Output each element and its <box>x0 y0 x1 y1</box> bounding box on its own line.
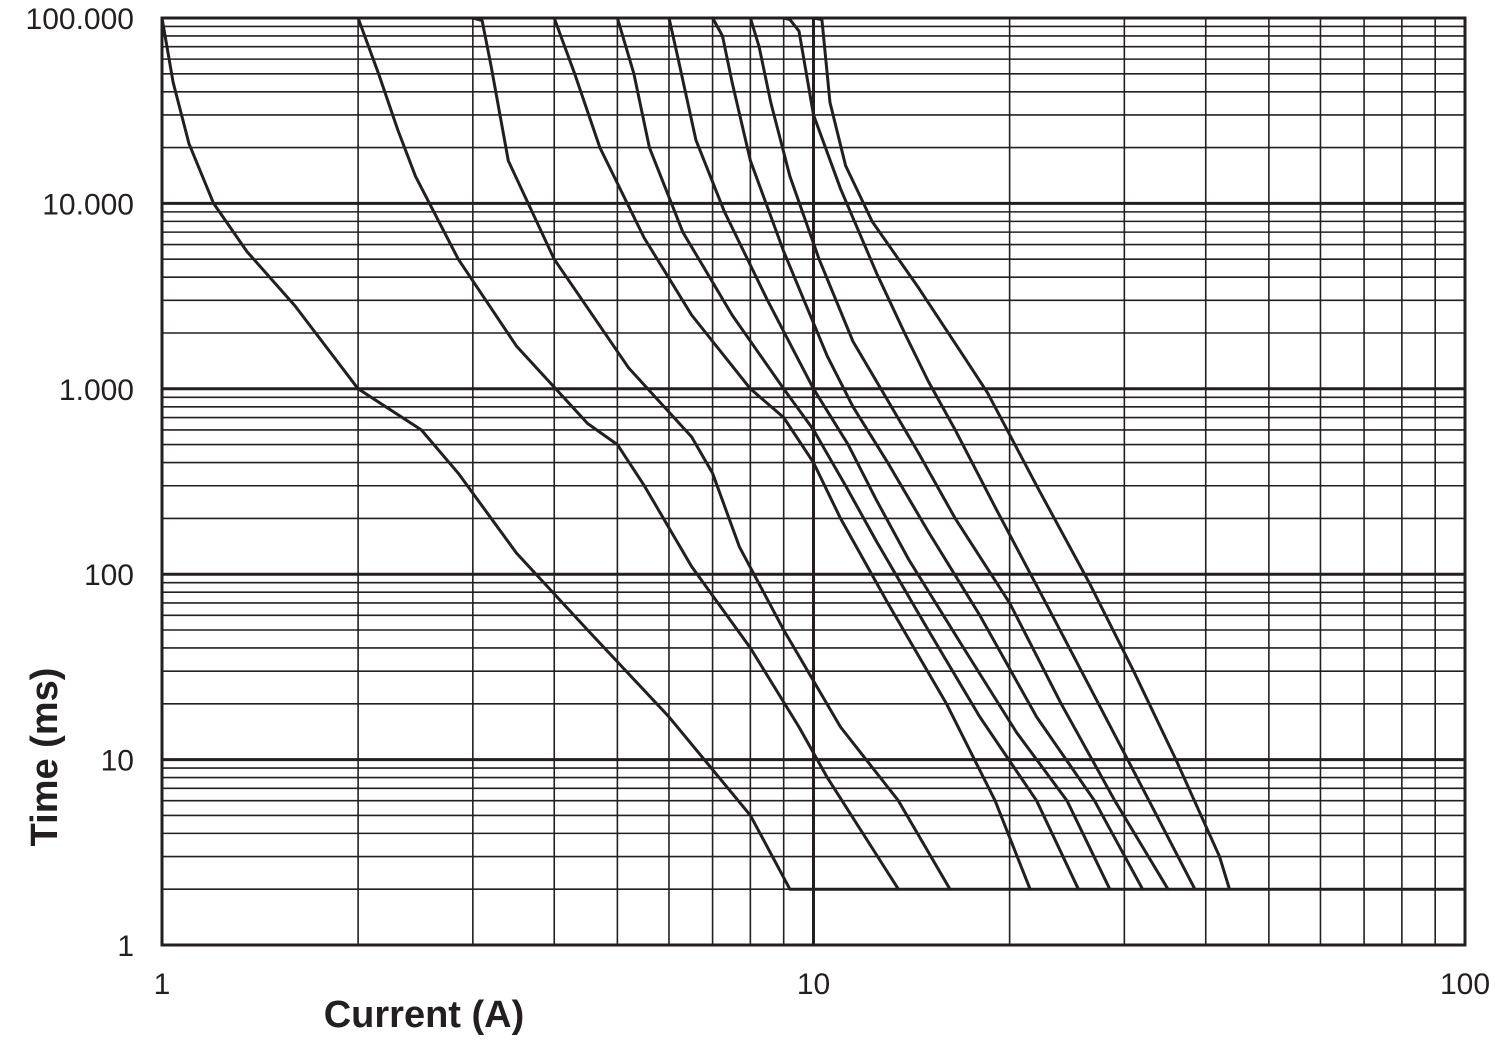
y-tick-label: 10 <box>101 745 134 778</box>
series-line-8 <box>748 16 1170 891</box>
y-tick-label: 1 <box>117 930 134 963</box>
series-line-3 <box>471 16 952 891</box>
x-tick-label: 1 <box>154 968 171 1001</box>
series-line-1 <box>160 16 1467 891</box>
series-line-5 <box>615 16 1080 891</box>
x-tick-label: 10 <box>797 968 830 1001</box>
series-line-6 <box>667 16 1112 891</box>
series-line-9 <box>782 16 1197 891</box>
y-axis-title: Time (ms) <box>24 668 66 847</box>
x-tick-label: 100 <box>1440 968 1490 1001</box>
curves <box>160 16 1467 891</box>
y-tick-label: 10.000 <box>42 188 134 221</box>
series-line-10 <box>812 16 1231 891</box>
y-tick-label: 1.000 <box>59 374 134 407</box>
series-line-2 <box>356 16 900 891</box>
y-tick-label: 100.000 <box>26 3 134 36</box>
grid <box>162 18 1465 945</box>
y-tick-label: 100 <box>84 559 134 592</box>
plot-frame <box>160 16 1467 947</box>
x-axis-title: Current (A) <box>324 994 525 1036</box>
y-tick-labels: 1 10 100 1.000 10.000 100.000 <box>26 3 134 963</box>
x-tick-labels: 1 10 100 <box>154 968 1490 1001</box>
series-line-7 <box>711 16 1145 891</box>
series-line-4 <box>552 16 1032 891</box>
